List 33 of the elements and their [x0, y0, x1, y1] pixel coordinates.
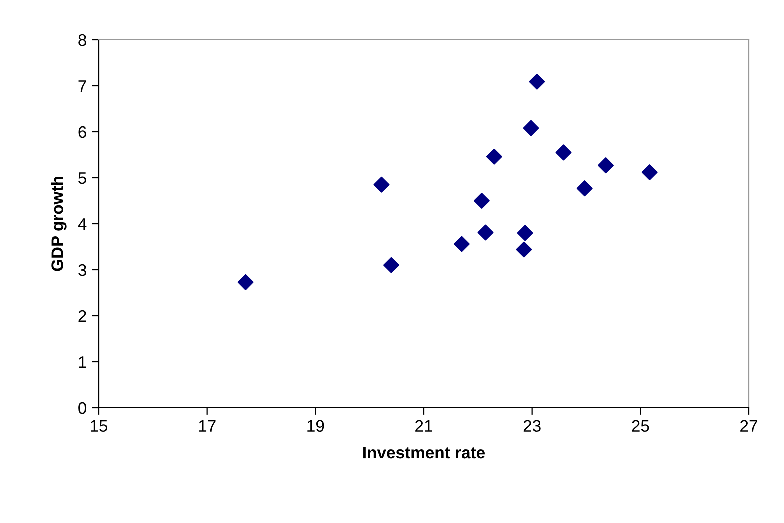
x-tick-label: 27	[740, 420, 758, 432]
point	[474, 193, 490, 209]
x-tick-label: 17	[199, 420, 216, 432]
y-axis-title: GDP growth	[51, 177, 67, 272]
point	[642, 164, 658, 180]
x-tick-label: 25	[632, 420, 650, 432]
x-tick-label: 15	[91, 420, 108, 432]
point	[517, 225, 534, 242]
point	[556, 144, 572, 161]
point	[529, 74, 546, 90]
point	[486, 148, 502, 165]
y-tick-label: 0	[78, 402, 87, 414]
point	[478, 224, 494, 241]
y-tick-label: 7	[78, 80, 86, 92]
point	[516, 242, 532, 258]
y-tick-label: 6	[78, 126, 86, 138]
x-axis-title: Investment rate	[364, 447, 486, 459]
point	[598, 158, 614, 174]
point	[384, 257, 400, 274]
y-tick-label: 4	[78, 218, 87, 230]
x-tick-label: 23	[524, 420, 541, 432]
x-tick-label: 21	[416, 420, 432, 432]
y-tick-label: 2	[78, 310, 86, 322]
point	[523, 120, 540, 136]
y-tick-label: 5	[78, 172, 86, 184]
y-tick-label: 8	[78, 34, 86, 46]
y-tick-label: 3	[78, 264, 86, 276]
point	[238, 274, 254, 290]
point	[454, 236, 470, 252]
point	[374, 176, 390, 193]
x-tick-label: 19	[308, 420, 324, 432]
point	[576, 180, 593, 197]
y-tick-label: 1	[79, 356, 86, 368]
